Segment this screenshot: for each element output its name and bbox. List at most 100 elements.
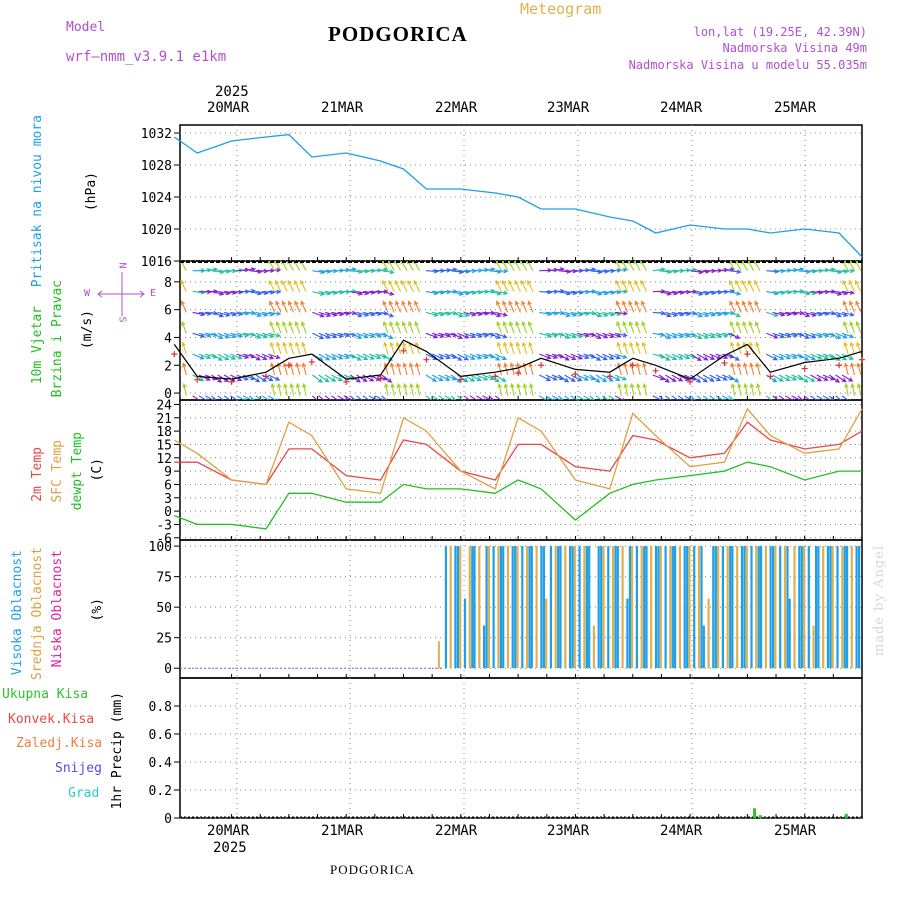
wind-arrow [797,332,810,339]
wind-arrow [690,395,696,400]
wind-arrow [289,382,295,396]
wind-arrow [268,279,276,292]
wind-arrow [414,341,421,355]
wind-arrow [401,320,408,334]
wind-arrow [737,382,742,396]
top-date-4: 23MAR [547,100,590,116]
temp-tick-label: 3 [164,492,172,507]
wind-arrow [521,300,528,313]
cloud-bar-high [557,546,560,669]
wind-arrow [223,332,237,339]
cloud-bar-high [721,546,724,669]
wind-arrow [614,332,628,338]
wind-arrow [463,353,476,360]
wind-arrow [747,279,755,292]
wind-arrow [425,374,438,382]
wind-arrow [785,353,798,360]
gust-marker [859,356,865,363]
wind-arrow [230,395,240,400]
wind-arrow [629,382,635,396]
top-date-3: 22MAR [435,100,478,116]
wind-arrow [829,332,842,340]
cloud-bar-high [444,546,447,669]
cloud-bar-mid [592,625,595,669]
cloud-bar-high [750,546,753,669]
wind-tick-label: 4 [164,331,172,346]
wind-arrow [608,332,622,338]
wind-arrow [728,291,742,296]
top-date-6: 25MAR [774,100,817,116]
wind-arrow [261,353,275,360]
cloud-bar-high [485,546,488,669]
wind-arrow [242,310,257,316]
wind-arrow [255,353,268,360]
bottom-date-3: 22MAR [435,823,478,839]
gust-marker [836,362,843,369]
top-date-1: 20MAR [207,100,250,116]
wind-arrow [855,320,862,334]
wind-arrow [778,332,792,338]
wind-arrow [623,362,629,376]
gust-marker [687,378,694,385]
model-label: Model [66,20,106,35]
wind-arrow [539,353,552,360]
wind-arrow [721,395,733,400]
wind-arrow [180,269,181,271]
temp-tick-label: 12 [156,452,172,467]
wind-arrow [835,332,848,339]
wind-arrow [318,353,331,361]
wind-arrow [294,300,301,313]
precip-bar [758,815,762,818]
pressure-tick-label: 1024 [141,191,172,206]
wind-arrow [583,395,594,400]
wind-arrow [450,332,464,340]
wind-arrow [431,374,444,382]
wind-arrow [743,382,748,396]
wind-arrow [270,382,276,396]
wind-arrow [766,353,778,361]
wind-arrow [729,320,736,334]
wind-arrow [230,332,244,338]
wind-arrow [557,395,567,400]
cloud-bar-high [643,546,646,669]
cloud-bar-high [693,546,696,669]
wind-arrow [408,362,414,376]
wind-arrow [198,353,212,360]
bottom-date-6: 25MAR [774,823,817,839]
wind-arrow [730,362,736,376]
wind-arrow [337,353,351,360]
wind-arrow [844,382,849,396]
wind-arrow [362,374,375,382]
wind-arrow [778,353,792,360]
wind-arrow [318,332,331,339]
compass-w: W [84,288,91,299]
wind-arrow [622,300,629,313]
wind-arrow [828,374,840,383]
cloud-bar-high [731,546,734,669]
wind-arrow [230,353,243,360]
cloud-bar-high [829,546,832,669]
cloud-bar-high [569,546,572,669]
wind-arrow [432,332,445,339]
wind-arrow [665,395,674,400]
wind-arrow [381,311,395,318]
cloud-bar-high [740,546,744,669]
wind-arrow [835,395,845,400]
wind-arrow [703,332,716,339]
wind-arrow [495,268,509,274]
wind-arrow [622,341,629,355]
cloud-bar-high [769,546,772,669]
wind-arrow [690,332,703,340]
wind-arrow [282,341,288,355]
cloud-bar-high [559,546,562,669]
cloud-bar-high [843,546,846,669]
wind-arrow [318,311,332,318]
wind-arrow [180,300,187,313]
cloud-bar-high [578,546,581,669]
cloud-bar-mid [841,546,844,669]
wind-arrow [431,353,445,360]
cloud-bar-high [588,546,591,669]
gust-marker [606,373,613,380]
wind-arrow [324,332,338,339]
wind-arrow [350,311,363,318]
